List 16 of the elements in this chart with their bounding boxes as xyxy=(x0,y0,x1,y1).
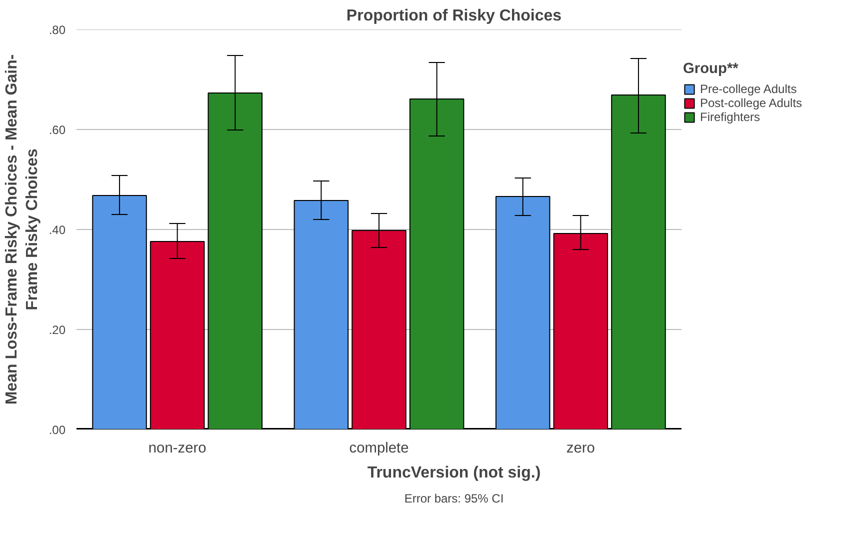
legend-label: Post-college Adults xyxy=(700,96,802,110)
y-axis-title: Mean Loss-Frame Risky Choices - Mean Gain- Frame Risky Choices xyxy=(3,54,41,405)
x-tick-label: non-zero xyxy=(148,440,206,456)
chart-title: Proportion of Risky Choices xyxy=(346,8,562,24)
legend-label: Firefighters xyxy=(700,110,760,124)
legend-label: Pre-college Adults xyxy=(700,82,797,96)
y-tick-label: .00 xyxy=(48,423,66,437)
x-tick-label: zero xyxy=(566,440,595,456)
x-axis-title: TruncVersion (not sig.) xyxy=(367,464,541,482)
y-tick-label: .20 xyxy=(48,323,66,337)
y-tick-label: .80 xyxy=(48,23,66,37)
text: Error bars: 95% CI xyxy=(404,492,504,506)
x-tick-label: complete xyxy=(349,440,409,456)
legend-title: Group** xyxy=(683,61,740,77)
y-tick-label: .60 xyxy=(48,123,66,137)
y-tick-label: .40 xyxy=(48,223,66,237)
